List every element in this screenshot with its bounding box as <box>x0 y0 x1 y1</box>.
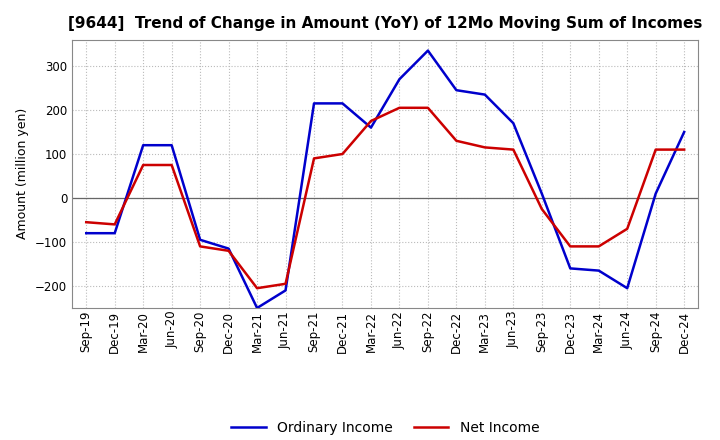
Ordinary Income <box>566 266 575 271</box>
Net Income <box>566 244 575 249</box>
Net Income <box>196 244 204 249</box>
Ordinary Income <box>452 88 461 93</box>
Y-axis label: Amount (million yen): Amount (million yen) <box>17 108 30 239</box>
Net Income <box>395 105 404 110</box>
Ordinary Income <box>680 129 688 135</box>
Net Income <box>423 105 432 110</box>
Ordinary Income <box>253 305 261 311</box>
Ordinary Income <box>139 143 148 148</box>
Net Income <box>595 244 603 249</box>
Line: Net Income: Net Income <box>86 108 684 288</box>
Net Income <box>452 138 461 143</box>
Net Income <box>623 226 631 231</box>
Net Income <box>82 220 91 225</box>
Ordinary Income <box>595 268 603 273</box>
Ordinary Income <box>537 191 546 196</box>
Net Income <box>652 147 660 152</box>
Net Income <box>110 222 119 227</box>
Ordinary Income <box>82 231 91 236</box>
Ordinary Income <box>480 92 489 97</box>
Ordinary Income <box>167 143 176 148</box>
Ordinary Income <box>225 246 233 251</box>
Title: [9644]  Trend of Change in Amount (YoY) of 12Mo Moving Sum of Incomes: [9644] Trend of Change in Amount (YoY) o… <box>68 16 703 32</box>
Ordinary Income <box>366 125 375 130</box>
Ordinary Income <box>509 121 518 126</box>
Net Income <box>139 162 148 168</box>
Ordinary Income <box>338 101 347 106</box>
Ordinary Income <box>196 237 204 242</box>
Net Income <box>366 118 375 124</box>
Net Income <box>282 281 290 286</box>
Ordinary Income <box>395 77 404 82</box>
Net Income <box>167 162 176 168</box>
Ordinary Income <box>623 286 631 291</box>
Net Income <box>537 206 546 212</box>
Net Income <box>480 145 489 150</box>
Net Income <box>338 151 347 157</box>
Net Income <box>509 147 518 152</box>
Ordinary Income <box>110 231 119 236</box>
Net Income <box>680 147 688 152</box>
Line: Ordinary Income: Ordinary Income <box>86 51 684 308</box>
Ordinary Income <box>310 101 318 106</box>
Ordinary Income <box>423 48 432 53</box>
Ordinary Income <box>282 288 290 293</box>
Net Income <box>225 248 233 253</box>
Net Income <box>310 156 318 161</box>
Legend: Ordinary Income, Net Income: Ordinary Income, Net Income <box>225 415 545 440</box>
Net Income <box>253 286 261 291</box>
Ordinary Income <box>652 191 660 196</box>
